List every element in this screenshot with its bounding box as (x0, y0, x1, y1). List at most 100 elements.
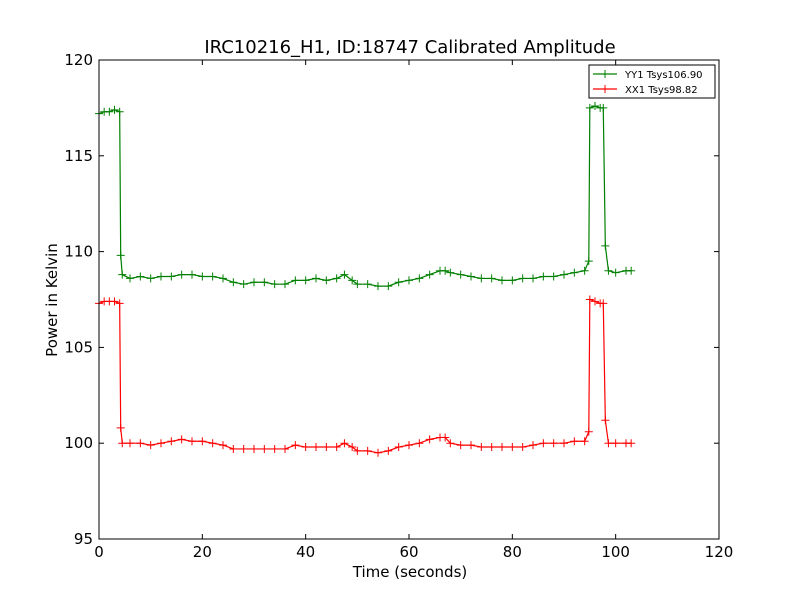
series-2-point (270, 444, 279, 453)
series-2-point (110, 297, 119, 306)
series-1-point (518, 274, 527, 283)
series-2-point (441, 433, 450, 442)
x-tick-label: 120 (705, 543, 734, 561)
series-2-point (580, 437, 589, 446)
series-1-point (188, 270, 196, 279)
legend-swatch-marker (601, 70, 609, 78)
series-1-point (508, 276, 517, 285)
series-1-point (208, 272, 217, 281)
series-1-point (167, 272, 176, 281)
series-1-point (585, 103, 594, 112)
series-1-point (322, 276, 331, 285)
series-2-point (167, 437, 176, 446)
series-1-point (529, 274, 537, 283)
series-1-point (560, 270, 568, 279)
y-tick-label: 120 (64, 51, 93, 69)
series-2-point (498, 443, 506, 452)
series-1-point (611, 268, 620, 277)
series-2-point (549, 439, 558, 448)
series-1-point (394, 278, 403, 287)
legend-label: YY1 Tsys106.90 (624, 70, 703, 81)
series-1-point (281, 280, 289, 289)
series-2-point (348, 443, 357, 452)
series-1-point (118, 270, 127, 279)
axis-ticks: 0 20 40 60 80 100 120 95 100 105 110 115 120 (64, 51, 733, 561)
series-1-point (591, 101, 599, 110)
series-1-point (599, 103, 608, 112)
series-1-point (415, 274, 424, 283)
series-2-point (518, 443, 527, 452)
series-1-line (98, 105, 632, 287)
x-tick-label: 80 (503, 543, 522, 561)
series-1-point (115, 107, 124, 116)
series-2-point (353, 446, 362, 455)
legend-entry-1: YY1 Tsys106.90 (593, 70, 703, 81)
y-tick-label: 110 (64, 243, 93, 261)
series-1-point (250, 278, 258, 287)
series-2-point (188, 437, 196, 446)
series-2-point (332, 443, 341, 452)
y-tick-label: 100 (64, 434, 93, 452)
series-2-point (456, 441, 465, 450)
series-1-point (105, 107, 114, 116)
series-2-point (118, 439, 127, 448)
series-1-point (549, 272, 558, 281)
x-tick-label: 0 (94, 543, 104, 561)
series-2-point (539, 439, 548, 448)
series-1-point (570, 268, 579, 277)
series-1-point (580, 266, 589, 275)
plot-area (95, 101, 636, 457)
series-1-point (604, 266, 613, 275)
series-2-point (570, 437, 579, 446)
y-tick-label: 105 (64, 338, 93, 356)
series-2-point (467, 441, 475, 450)
series-1-point (136, 272, 145, 281)
legend-label: XX1 Tsys98.82 (625, 85, 698, 96)
series-2-point (425, 435, 434, 444)
series-2-point (340, 439, 349, 448)
series-1-point (363, 280, 372, 289)
series-1-point (270, 280, 279, 289)
series-1-point (353, 280, 362, 289)
x-tick-label: 60 (399, 543, 418, 561)
series-2-point (627, 439, 636, 448)
series-2-point (529, 441, 537, 450)
series-2-point (301, 443, 310, 452)
series-1-point (229, 278, 238, 287)
y-tick-label: 115 (64, 147, 93, 165)
chart-title: IRC10216_H1, ID:18747 Calibrated Amplitu… (204, 37, 615, 58)
series-1-point (498, 276, 506, 285)
series-1-point (384, 282, 393, 291)
series-1-point (116, 251, 125, 260)
series-1-point (239, 280, 248, 289)
series-2-point (363, 446, 372, 455)
series-1-point (487, 274, 496, 283)
series-2-point (599, 299, 608, 308)
series-1-point (110, 105, 119, 114)
series-1-point (467, 272, 475, 281)
series-2-point (415, 439, 424, 448)
series-1-point (301, 276, 310, 285)
series-2-point (584, 427, 593, 436)
series-2-point (250, 444, 258, 453)
x-tick-label: 20 (193, 543, 212, 561)
series-2-point (604, 439, 613, 448)
series-2-point (291, 441, 300, 450)
series-1-point (157, 272, 165, 281)
series-2 (95, 295, 636, 457)
series-2-point (601, 416, 610, 425)
series-1-point (146, 274, 155, 283)
legend-box (588, 64, 716, 99)
series-2-point (394, 443, 403, 452)
series-1-point (456, 270, 465, 279)
series-1-point (601, 241, 610, 250)
x-tick-label: 40 (296, 543, 315, 561)
series-1-point (348, 276, 357, 285)
series-1-point (291, 276, 300, 285)
series-2-point (560, 439, 568, 448)
series-2-point (322, 443, 331, 452)
series-1-point (340, 270, 349, 279)
series-2-line (98, 298, 632, 454)
series-1-point (219, 274, 227, 283)
